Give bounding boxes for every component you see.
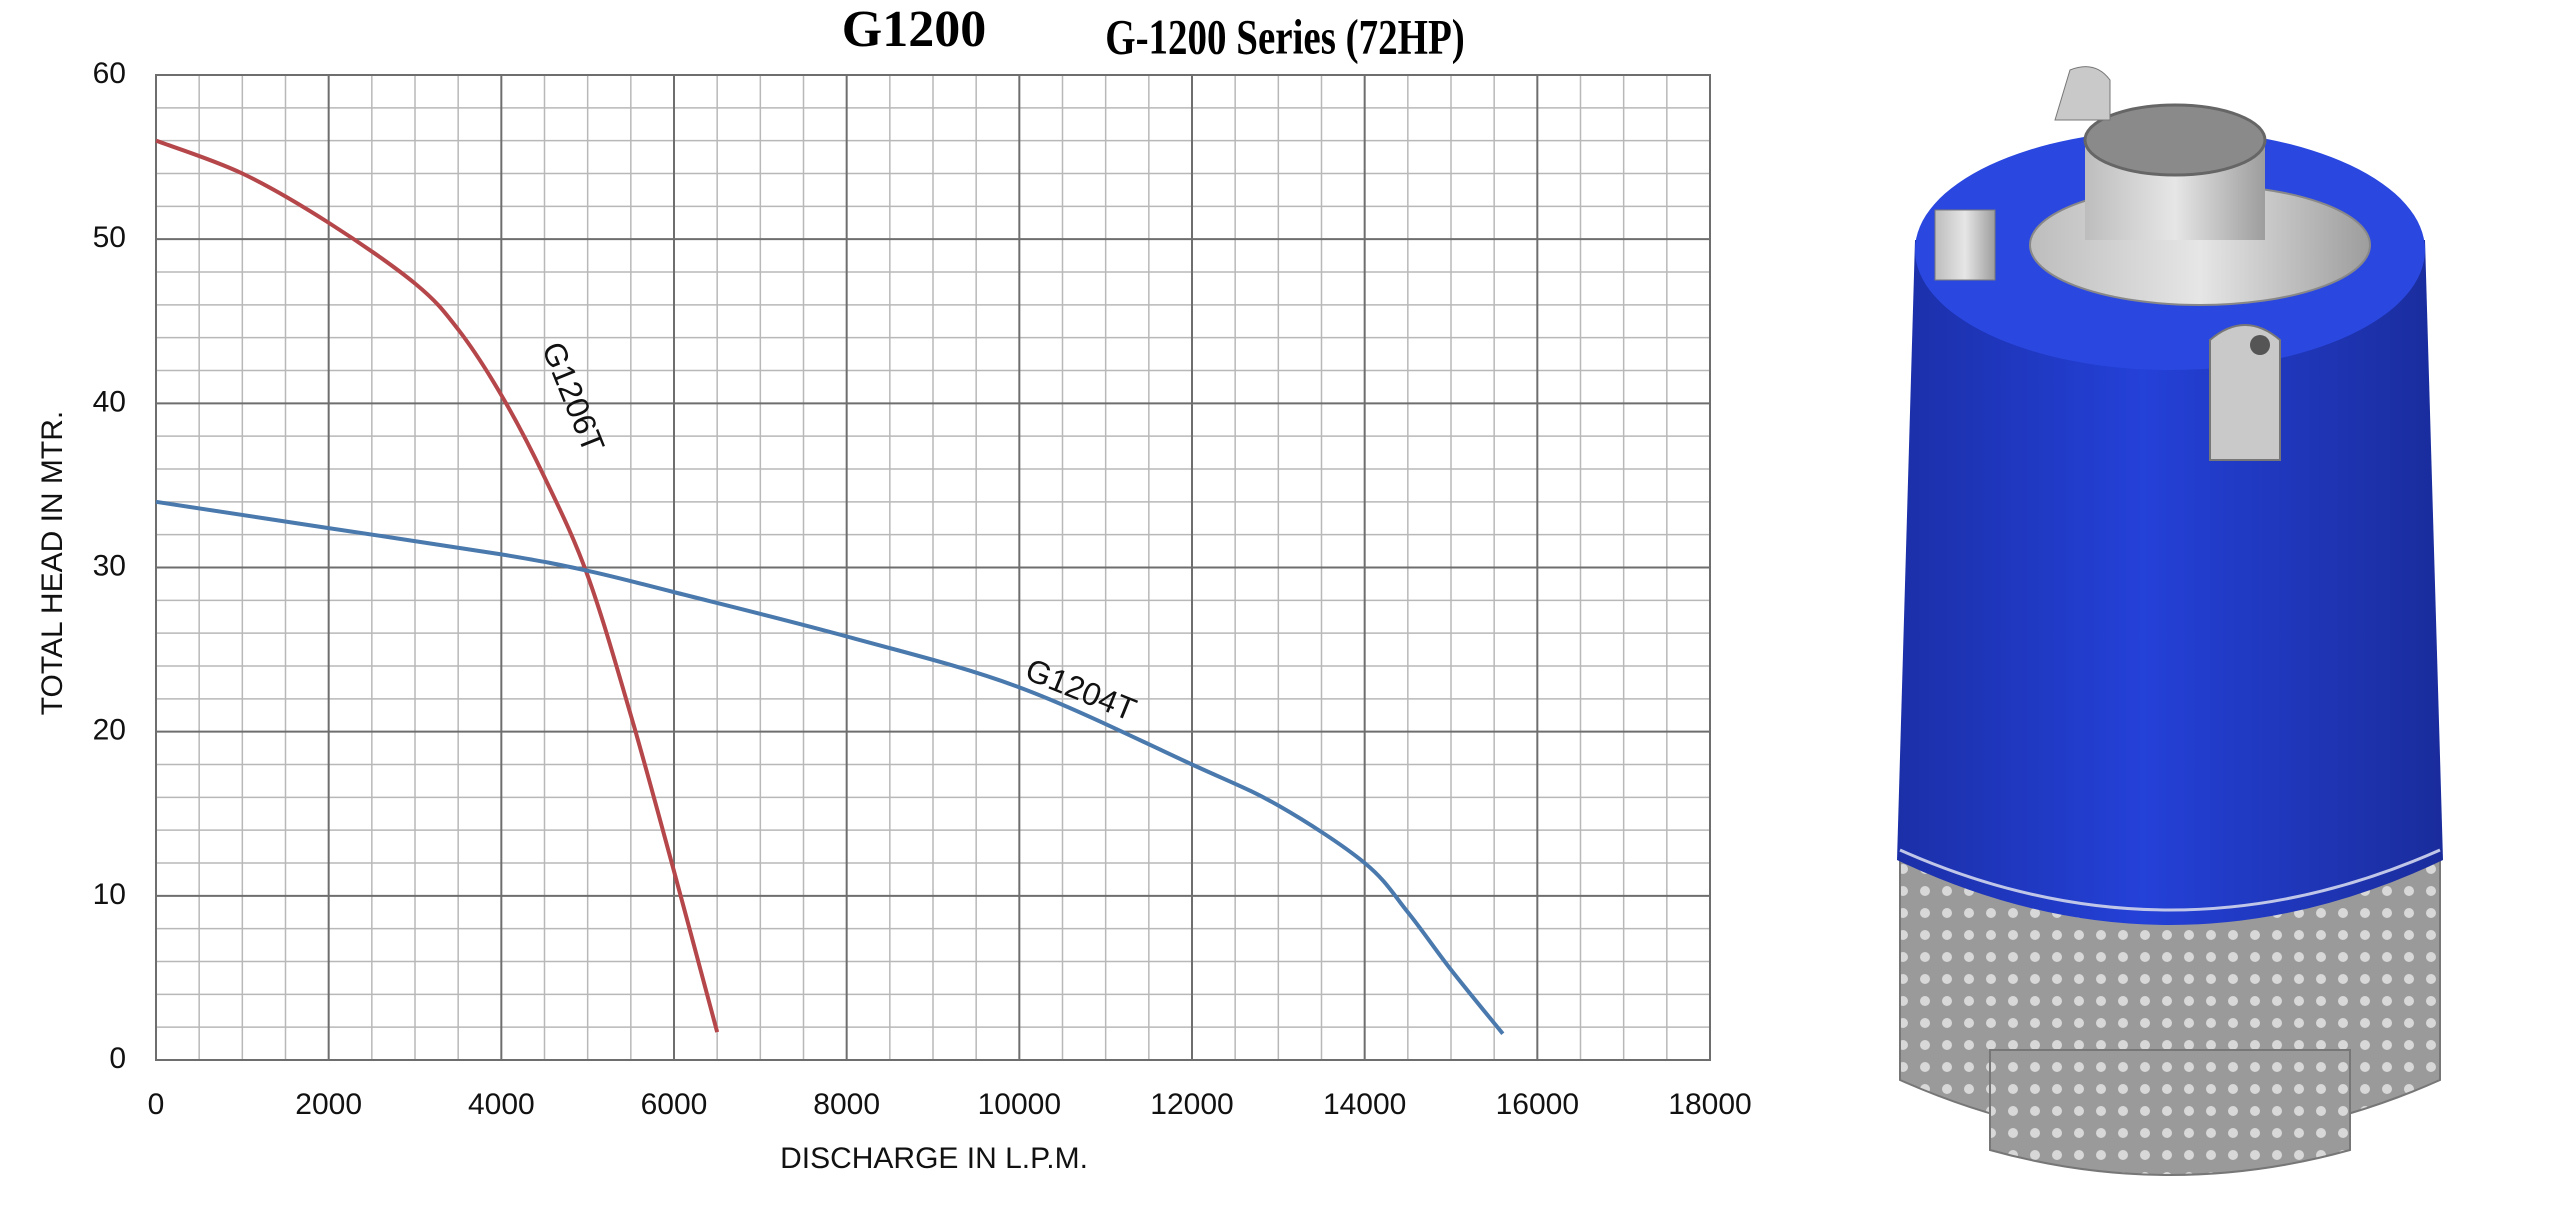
marks xyxy=(155,138,1505,1035)
x-tick-label: 16000 xyxy=(1496,1088,1579,1121)
grid xyxy=(155,74,1711,1061)
x-tick-label: 2000 xyxy=(295,1088,362,1121)
chart-title: G1200 xyxy=(842,1,986,58)
x-axis-label: DISCHARGE IN L.P.M. xyxy=(780,1142,1088,1175)
y-tick-label: 50 xyxy=(93,221,126,254)
pump-curve xyxy=(155,138,720,1033)
plot-frame xyxy=(155,74,1711,1061)
x-tick-label: 6000 xyxy=(641,1088,708,1121)
x-tick-label: 10000 xyxy=(978,1088,1061,1121)
x-tick-label: 0 xyxy=(148,1088,165,1121)
y-tick-label: 30 xyxy=(93,549,126,582)
x-tick-label: 8000 xyxy=(813,1088,880,1121)
y-tick-label: 10 xyxy=(93,878,126,911)
y-tick-label: 20 xyxy=(93,714,126,747)
y-tick-label: 0 xyxy=(109,1042,126,1075)
chart-subtitle: G-1200 Series (72HP) xyxy=(1105,9,1465,65)
pump-illustration xyxy=(1897,66,2443,1176)
x-tick-label: 14000 xyxy=(1323,1088,1406,1121)
x-tick-label: 18000 xyxy=(1668,1088,1751,1121)
curve-label: G1206T xyxy=(535,337,612,458)
curve-label: G1204T xyxy=(1021,651,1142,728)
pump-curve xyxy=(155,499,1505,1035)
y-tick-label: 40 xyxy=(93,385,126,418)
y-tick-label: 60 xyxy=(93,57,126,90)
x-tick-label: 12000 xyxy=(1150,1088,1233,1121)
x-tick-label: 4000 xyxy=(468,1088,535,1121)
y-axis-label: TOTAL HEAD IN MTR. xyxy=(36,411,69,715)
